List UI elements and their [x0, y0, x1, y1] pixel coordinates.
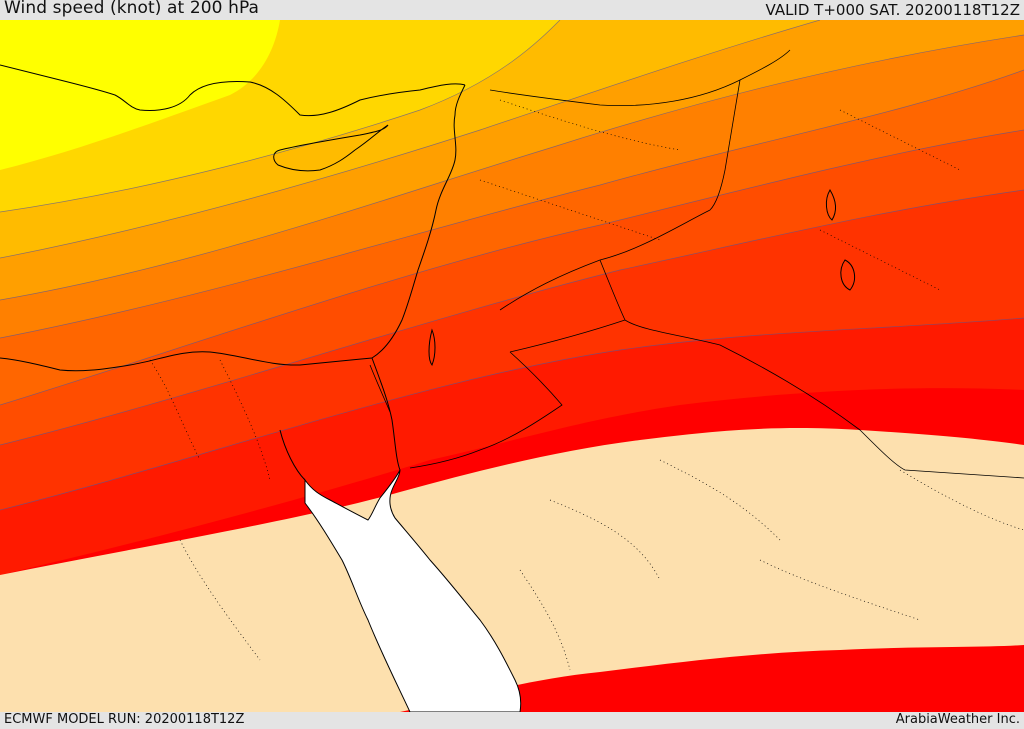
map-title: Wind speed (knot) at 200 hPa: [4, 0, 260, 18]
borders: [369, 49, 1024, 479]
valid-time: VALID T+000 SAT. 20200118T12Z: [765, 1, 1020, 19]
low-wind-region: [0, 428, 1024, 712]
header-bar: Wind speed (knot) at 200 hPa VALID T+000…: [0, 0, 1024, 20]
province-borders: [149, 99, 1024, 671]
footer-bar: ECMWF MODEL RUN: 20200118T12Z ArabiaWeat…: [0, 712, 1024, 729]
model-run: ECMWF MODEL RUN: 20200118T12Z: [4, 712, 245, 727]
wind-speed-map: [0, 20, 1024, 712]
band-10-south: [400, 645, 1024, 712]
credit: ArabiaWeather Inc.: [895, 712, 1020, 727]
isotach-lines: [0, 20, 1024, 511]
red-sea: [304, 469, 522, 712]
coastlines: [0, 64, 856, 481]
